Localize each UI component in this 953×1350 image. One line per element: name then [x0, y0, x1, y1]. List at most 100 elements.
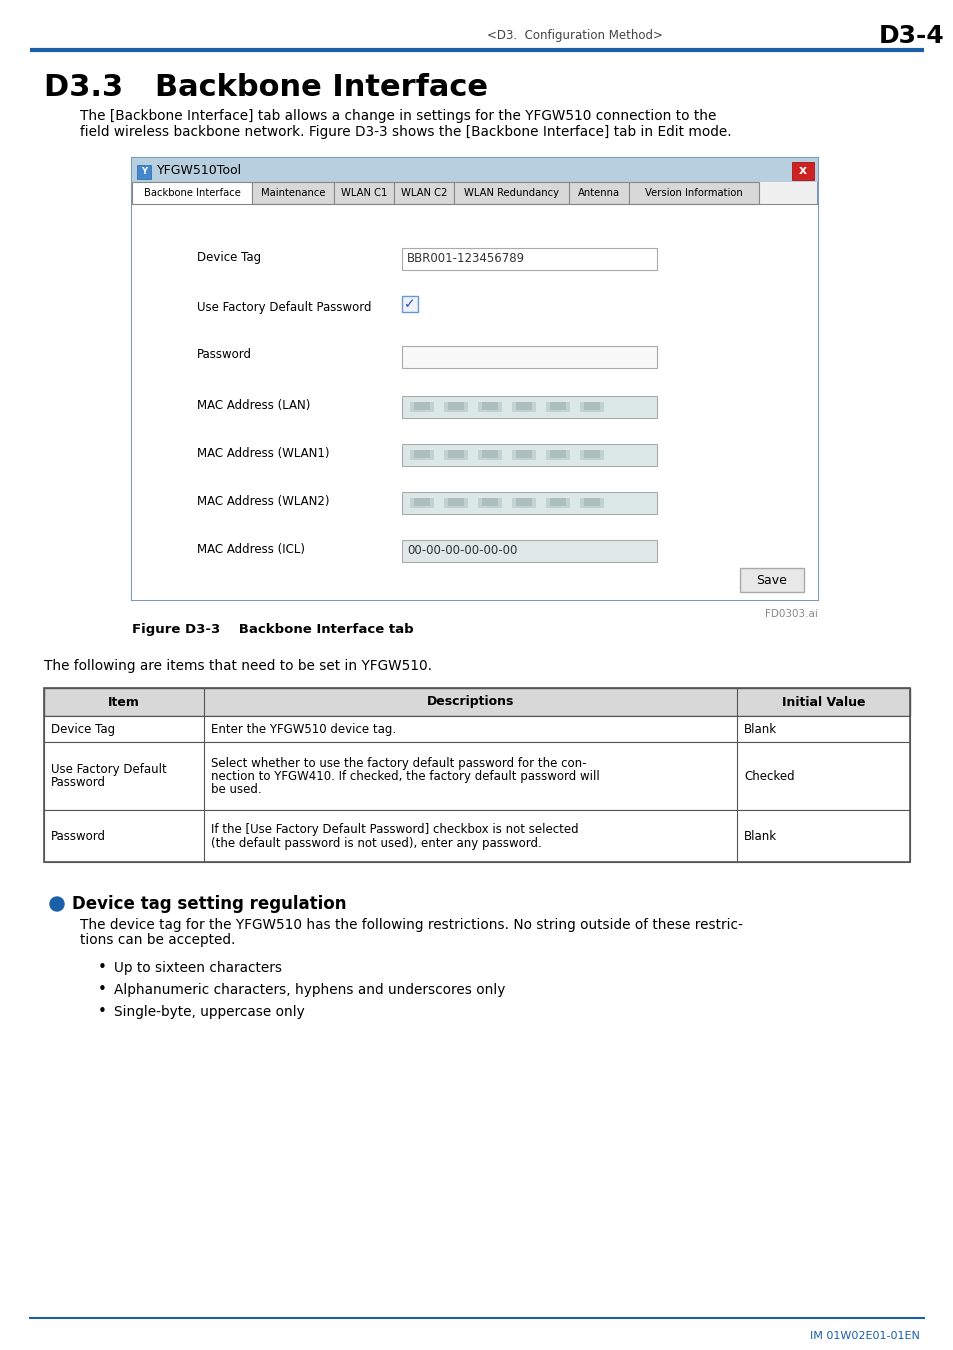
- Bar: [334, 182, 394, 204]
- Bar: [137, 165, 151, 180]
- Text: •: •: [97, 983, 107, 998]
- Text: •: •: [97, 1004, 107, 1019]
- Text: Use Factory Default: Use Factory Default: [51, 764, 167, 776]
- Bar: [401, 491, 657, 514]
- Text: field wireless backbone network. Figure D3-3 shows the [Backbone Interface] tab : field wireless backbone network. Figure …: [80, 126, 731, 139]
- Bar: [414, 450, 430, 458]
- Text: tions can be accepted.: tions can be accepted.: [80, 933, 235, 946]
- Bar: [410, 402, 434, 412]
- Text: be used.: be used.: [211, 783, 261, 796]
- Text: Up to sixteen characters: Up to sixteen characters: [113, 961, 282, 975]
- Bar: [512, 498, 536, 508]
- Text: Blank: Blank: [743, 724, 777, 736]
- Bar: [516, 498, 532, 506]
- Bar: [401, 296, 417, 312]
- Bar: [401, 444, 657, 466]
- Bar: [443, 450, 468, 460]
- Text: •: •: [97, 960, 107, 976]
- Text: D3-4: D3-4: [879, 24, 943, 49]
- Bar: [579, 450, 603, 460]
- Bar: [401, 248, 657, 270]
- Text: BBR001-123456789: BBR001-123456789: [407, 251, 524, 265]
- Bar: [516, 450, 532, 458]
- Text: Figure D3-3    Backbone Interface tab: Figure D3-3 Backbone Interface tab: [132, 624, 414, 636]
- Bar: [550, 402, 565, 410]
- Text: Item: Item: [108, 695, 140, 709]
- Bar: [448, 402, 463, 410]
- Text: Y: Y: [141, 166, 147, 176]
- Bar: [740, 568, 803, 593]
- Bar: [132, 158, 817, 599]
- Text: Alphanumeric characters, hyphens and underscores only: Alphanumeric characters, hyphens and und…: [113, 983, 505, 998]
- Text: IM 01W02E01-01EN: IM 01W02E01-01EN: [809, 1331, 919, 1341]
- Bar: [583, 450, 599, 458]
- Text: MAC Address (LAN): MAC Address (LAN): [196, 398, 310, 412]
- Text: The following are items that need to be set in YFGW510.: The following are items that need to be …: [44, 659, 432, 674]
- Text: Password: Password: [196, 348, 252, 362]
- Bar: [44, 688, 909, 863]
- Bar: [512, 450, 536, 460]
- Text: x: x: [798, 165, 806, 177]
- Text: The [Backbone Interface] tab allows a change in settings for the YFGW510 connect: The [Backbone Interface] tab allows a ch…: [80, 109, 716, 123]
- Bar: [448, 450, 463, 458]
- Bar: [628, 182, 759, 204]
- Bar: [545, 402, 569, 412]
- Text: Antenna: Antenna: [578, 188, 619, 198]
- Text: Initial Value: Initial Value: [781, 695, 864, 709]
- Bar: [410, 498, 434, 508]
- Bar: [443, 498, 468, 508]
- Text: Single-byte, uppercase only: Single-byte, uppercase only: [113, 1004, 304, 1019]
- Bar: [414, 402, 430, 410]
- Bar: [579, 498, 603, 508]
- Text: WLAN C2: WLAN C2: [400, 188, 447, 198]
- Bar: [481, 402, 497, 410]
- Text: YFGW510Tool: YFGW510Tool: [157, 165, 242, 177]
- Text: Checked: Checked: [743, 769, 794, 783]
- Bar: [550, 498, 565, 506]
- Bar: [252, 182, 334, 204]
- Text: Use Factory Default Password: Use Factory Default Password: [196, 301, 371, 313]
- Text: WLAN C1: WLAN C1: [340, 188, 387, 198]
- Bar: [44, 743, 909, 810]
- Bar: [454, 182, 568, 204]
- Text: Device Tag: Device Tag: [51, 724, 115, 736]
- Text: Save: Save: [756, 574, 786, 586]
- Text: Device Tag: Device Tag: [196, 251, 261, 263]
- Bar: [410, 450, 434, 460]
- Text: Password: Password: [51, 830, 106, 842]
- Text: Maintenance: Maintenance: [260, 188, 325, 198]
- Bar: [132, 158, 817, 182]
- Bar: [401, 346, 657, 369]
- Bar: [477, 402, 501, 412]
- Text: MAC Address (WLAN1): MAC Address (WLAN1): [196, 447, 329, 459]
- Bar: [394, 182, 454, 204]
- Text: FD0303.ai: FD0303.ai: [764, 609, 817, 620]
- Bar: [545, 498, 569, 508]
- Text: MAC Address (ICL): MAC Address (ICL): [196, 543, 305, 555]
- Bar: [132, 182, 252, 204]
- Bar: [44, 716, 909, 742]
- Text: Select whether to use the factory default password for the con-: Select whether to use the factory defaul…: [211, 757, 586, 769]
- Bar: [481, 498, 497, 506]
- Text: Backbone Interface: Backbone Interface: [143, 188, 240, 198]
- Text: <D3.  Configuration Method>: <D3. Configuration Method>: [487, 30, 662, 42]
- Bar: [414, 498, 430, 506]
- Bar: [791, 162, 813, 180]
- Bar: [512, 402, 536, 412]
- Bar: [481, 450, 497, 458]
- Circle shape: [50, 896, 64, 911]
- Text: D3.3   Backbone Interface: D3.3 Backbone Interface: [44, 73, 488, 103]
- Bar: [568, 182, 628, 204]
- Bar: [44, 688, 909, 716]
- Text: If the [Use Factory Default Password] checkbox is not selected: If the [Use Factory Default Password] ch…: [211, 824, 578, 837]
- Bar: [516, 402, 532, 410]
- Text: Password: Password: [51, 776, 106, 790]
- Bar: [132, 204, 817, 599]
- Bar: [401, 540, 657, 562]
- Bar: [401, 396, 657, 418]
- Text: ✓: ✓: [404, 297, 416, 310]
- Bar: [583, 402, 599, 410]
- Bar: [443, 402, 468, 412]
- Bar: [477, 498, 501, 508]
- Bar: [583, 498, 599, 506]
